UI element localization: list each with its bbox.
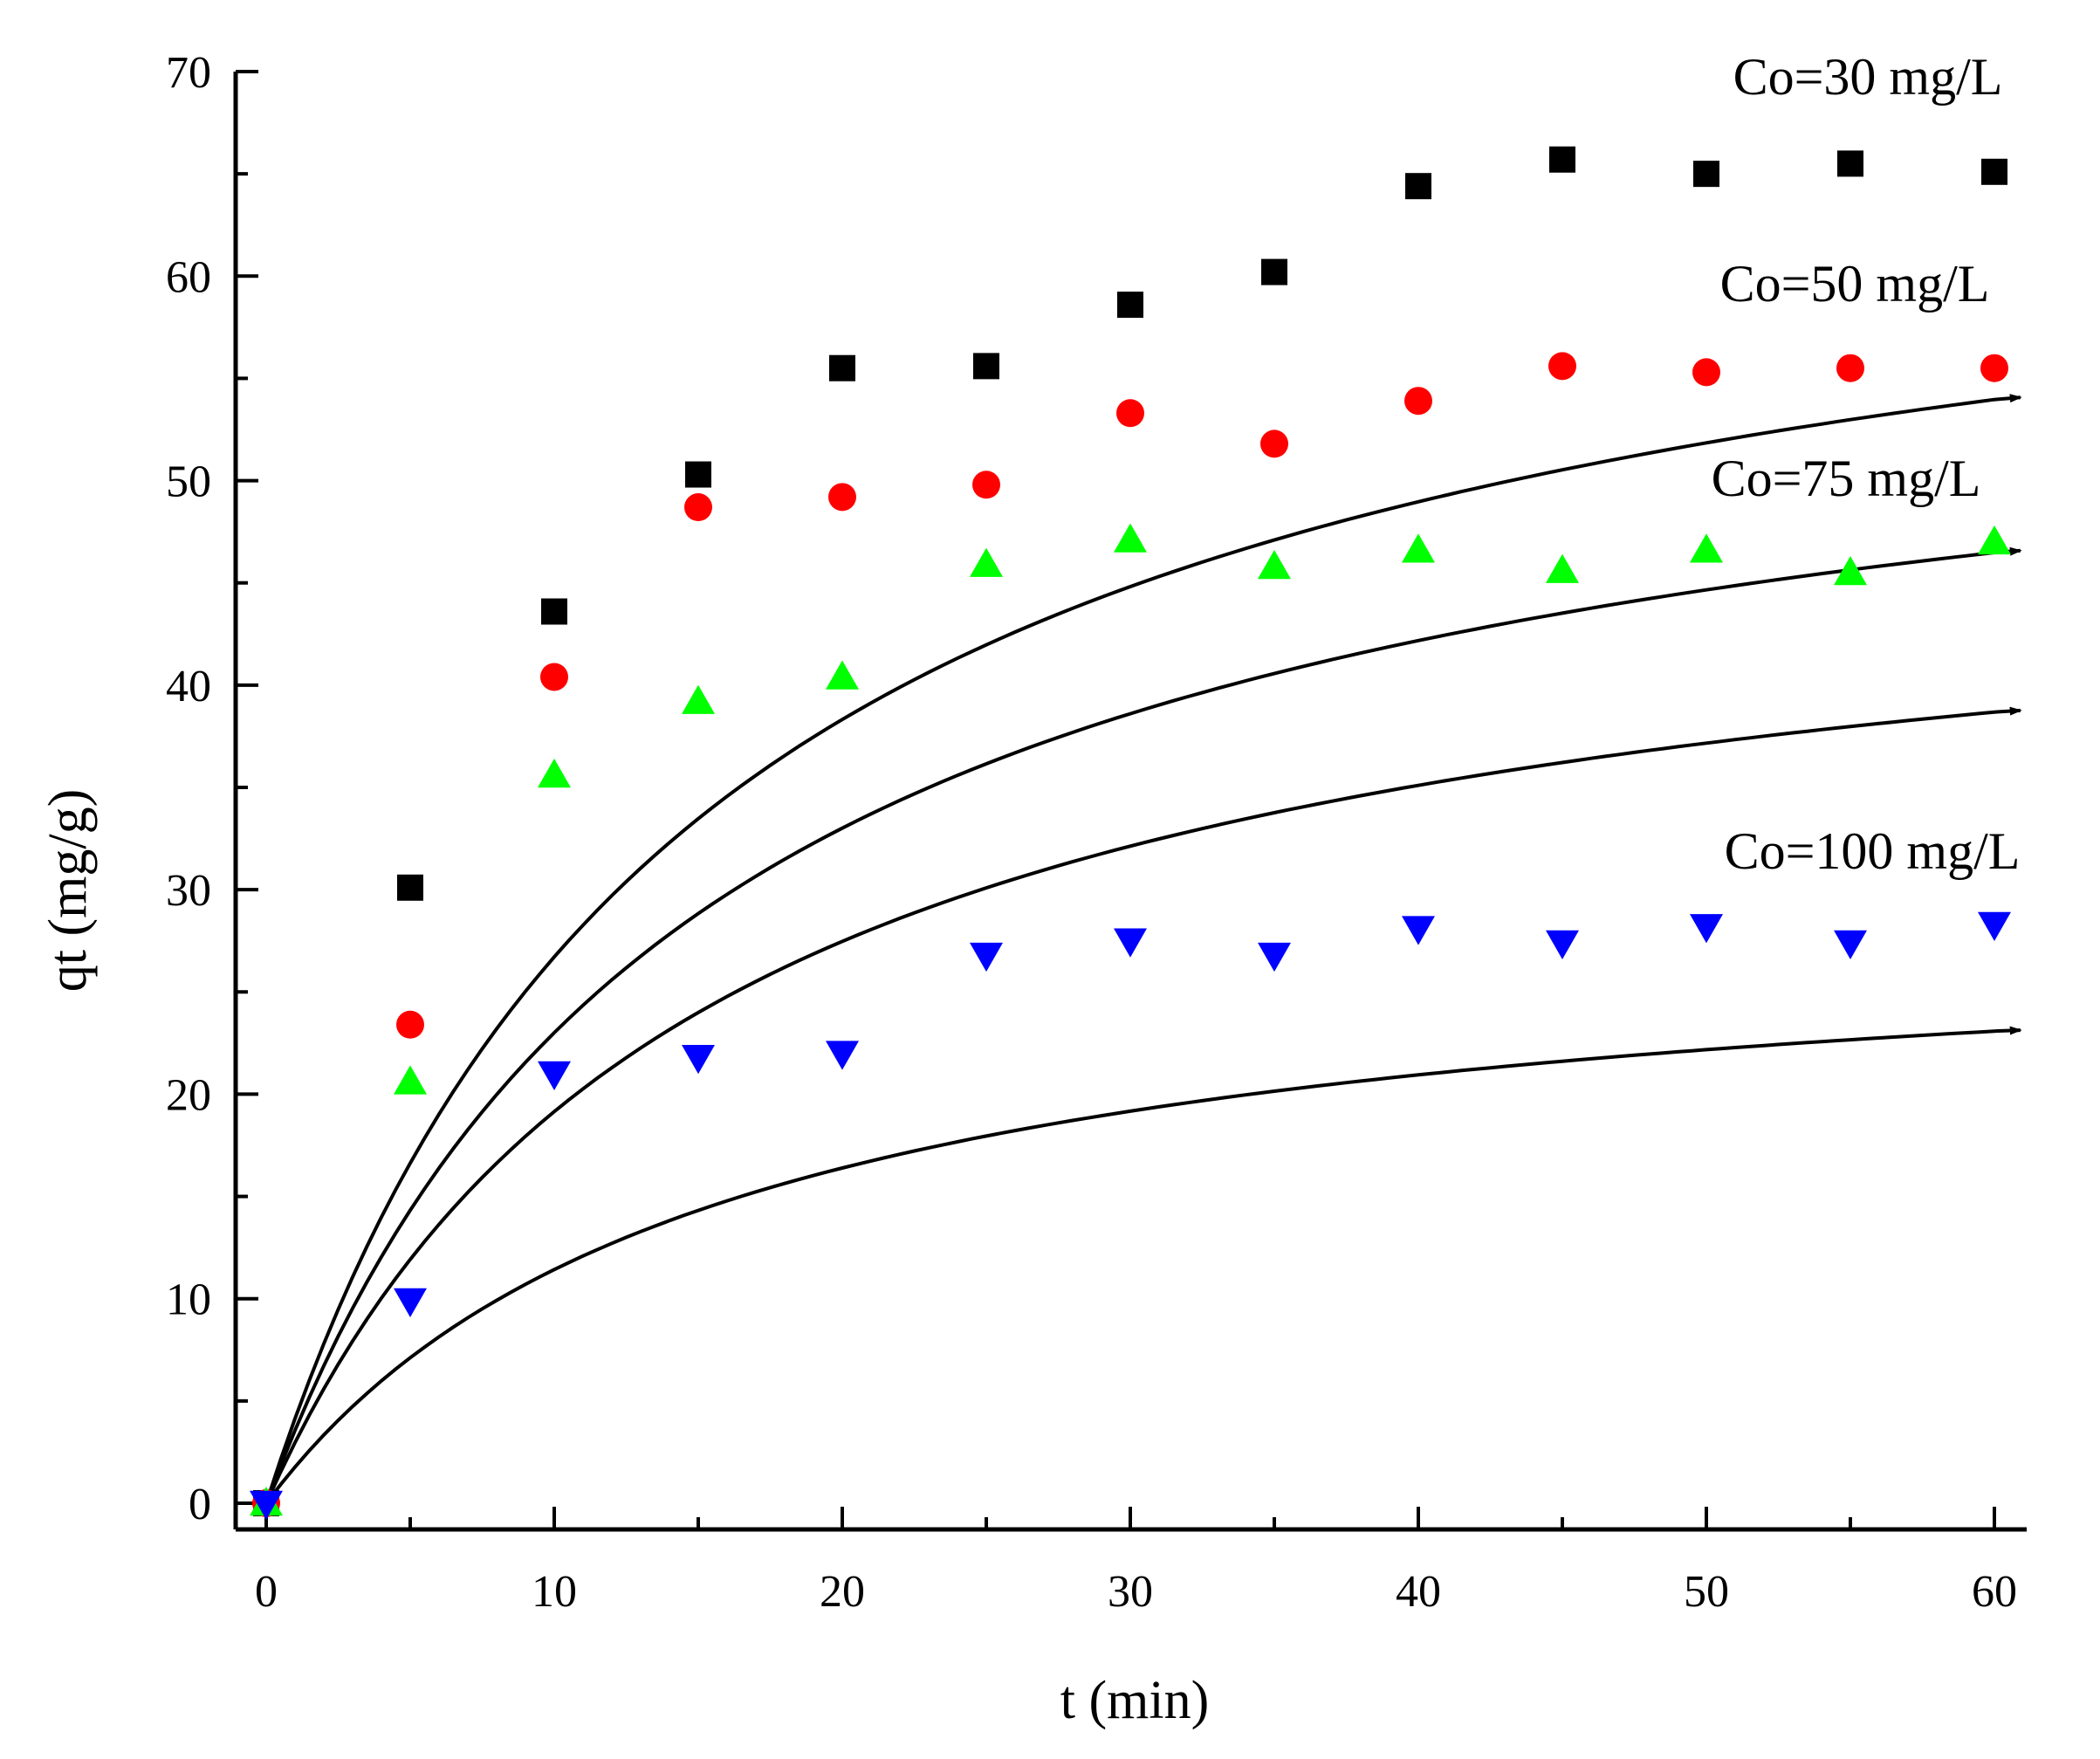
y-tick-label: 50	[166, 457, 211, 507]
curve-labels: Co=30 mg/L Co=50 mg/L Co=75 mg/L Co=100 mg/…	[1712, 48, 2021, 880]
data-point	[684, 493, 712, 522]
data-point	[682, 684, 715, 714]
data-point	[540, 663, 568, 691]
fit-curve-co-30-mg-l	[264, 394, 2022, 1504]
data-point	[1404, 387, 1432, 416]
data-point	[829, 354, 855, 381]
data-point	[1261, 258, 1287, 285]
data-point	[1692, 358, 1720, 387]
data-point	[1402, 533, 1435, 563]
data-point	[972, 471, 1000, 499]
data-point	[1978, 525, 2011, 555]
data-points	[250, 146, 2011, 1520]
data-point	[394, 1288, 427, 1318]
data-point	[682, 1045, 715, 1075]
data-point	[826, 1041, 859, 1070]
data-point	[973, 353, 999, 380]
data-point	[826, 660, 859, 690]
data-point	[970, 547, 1003, 577]
data-point	[1978, 911, 2011, 941]
fit-curve-co-50-mg-l	[264, 546, 2022, 1504]
data-point	[1548, 352, 1576, 381]
data-point	[538, 758, 571, 788]
x-tick-label: 30	[1108, 1567, 1153, 1617]
data-point	[1258, 942, 1291, 972]
y-tick-label: 60	[166, 252, 211, 302]
curve-label: Co=75 mg/L	[1712, 450, 1981, 507]
x-tick-label: 60	[1972, 1567, 2017, 1617]
y-tick-label: 20	[166, 1070, 211, 1120]
axes: 0 10 20 30 40 50 60 70 0 10 20 30 40 50 60	[166, 48, 2027, 1617]
curve-label: Co=30 mg/L	[1733, 48, 2003, 106]
data-point	[1114, 928, 1147, 958]
y-tick-label: 10	[166, 1275, 211, 1325]
x-tick-label: 0	[255, 1567, 278, 1617]
x-tick-label: 10	[532, 1567, 577, 1617]
y-tick-label: 0	[189, 1480, 211, 1529]
data-point	[1981, 158, 2007, 185]
data-point	[394, 1065, 427, 1095]
data-point	[538, 1061, 571, 1090]
data-point	[828, 483, 856, 512]
data-point	[970, 942, 1003, 972]
data-point	[541, 598, 567, 625]
data-point	[1405, 173, 1431, 200]
data-point	[1693, 161, 1719, 188]
curve-label: Co=50 mg/L	[1720, 255, 1990, 313]
fit-curves	[264, 394, 2022, 1505]
fit-curve-co-100-mg-l	[264, 1026, 2022, 1505]
data-point	[1546, 553, 1579, 583]
data-point	[1836, 354, 1864, 382]
x-tick-label: 40	[1396, 1567, 1441, 1617]
curve-label: Co=100 mg/L	[1725, 822, 2021, 880]
data-point	[1546, 930, 1579, 960]
y-tick-label: 30	[166, 866, 211, 916]
y-tick-label: 70	[166, 48, 211, 98]
data-point	[1834, 556, 1867, 586]
x-axis-title: t (min)	[1060, 1671, 1209, 1730]
data-point	[1114, 523, 1147, 553]
data-point	[685, 461, 711, 488]
data-point	[396, 1010, 424, 1039]
data-point	[1258, 549, 1291, 580]
data-point	[1980, 354, 2008, 382]
data-point	[1116, 399, 1144, 428]
data-point	[1402, 916, 1435, 945]
fit-curve-co-75-mg-l	[264, 706, 2022, 1504]
data-point	[1260, 429, 1288, 458]
data-point	[1834, 930, 1867, 960]
data-point	[397, 874, 423, 901]
x-tick-label: 20	[820, 1567, 865, 1617]
data-point	[1690, 914, 1723, 944]
y-axis-title: qt (mg/g)	[38, 789, 98, 992]
data-point	[1690, 533, 1723, 563]
y-tick-label: 40	[166, 662, 211, 711]
data-point	[1117, 292, 1143, 319]
data-point	[1837, 150, 1863, 177]
data-point	[250, 1490, 283, 1520]
x-tick-label: 50	[1684, 1567, 1729, 1617]
data-point	[1549, 146, 1575, 173]
